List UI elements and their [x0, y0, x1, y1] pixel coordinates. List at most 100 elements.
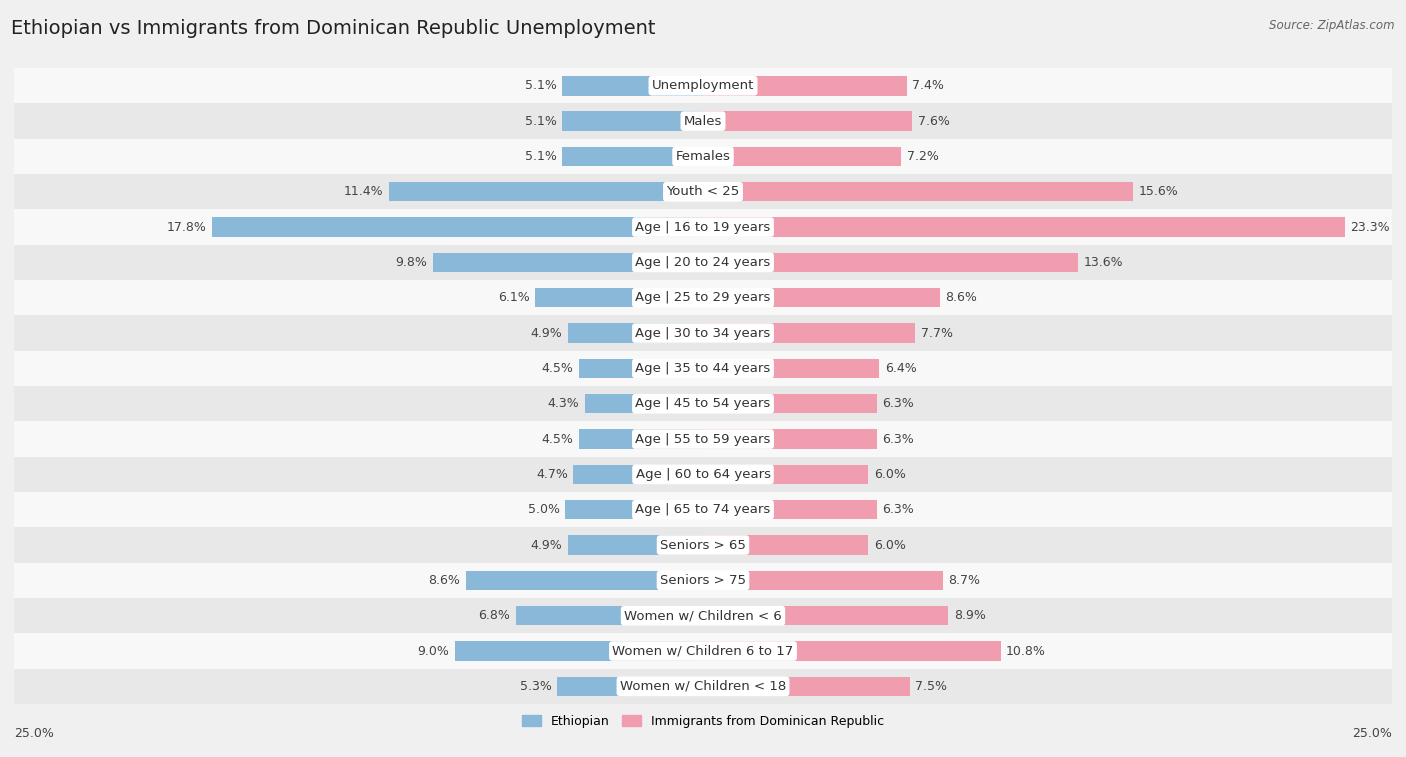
- Bar: [703, 217, 1346, 237]
- Text: 9.0%: 9.0%: [418, 644, 450, 658]
- Text: 15.6%: 15.6%: [1139, 185, 1178, 198]
- Bar: [516, 606, 703, 625]
- Bar: [14, 210, 1392, 245]
- Text: 8.6%: 8.6%: [429, 574, 461, 587]
- Bar: [585, 394, 703, 413]
- Text: 4.3%: 4.3%: [547, 397, 579, 410]
- Bar: [14, 492, 1392, 528]
- Text: 25.0%: 25.0%: [14, 727, 53, 740]
- Text: 8.9%: 8.9%: [953, 609, 986, 622]
- Text: Source: ZipAtlas.com: Source: ZipAtlas.com: [1270, 19, 1395, 32]
- Bar: [703, 253, 1078, 272]
- Bar: [562, 147, 703, 166]
- Text: 6.8%: 6.8%: [478, 609, 510, 622]
- Text: Males: Males: [683, 114, 723, 128]
- Text: 10.8%: 10.8%: [1007, 644, 1046, 658]
- Text: Seniors > 65: Seniors > 65: [659, 538, 747, 552]
- Bar: [14, 598, 1392, 634]
- Bar: [703, 76, 907, 95]
- Text: 6.3%: 6.3%: [882, 503, 914, 516]
- Text: 25.0%: 25.0%: [1353, 727, 1392, 740]
- Bar: [565, 500, 703, 519]
- Bar: [557, 677, 703, 696]
- Text: 5.3%: 5.3%: [520, 680, 551, 693]
- Bar: [14, 668, 1392, 704]
- Text: Seniors > 75: Seniors > 75: [659, 574, 747, 587]
- Text: 6.0%: 6.0%: [875, 468, 905, 481]
- Text: Females: Females: [675, 150, 731, 163]
- Text: 4.9%: 4.9%: [530, 326, 562, 340]
- Text: 7.7%: 7.7%: [921, 326, 953, 340]
- Bar: [703, 394, 876, 413]
- Bar: [703, 677, 910, 696]
- Bar: [534, 288, 703, 307]
- Bar: [14, 562, 1392, 598]
- Text: 7.6%: 7.6%: [918, 114, 950, 128]
- Text: 23.3%: 23.3%: [1351, 220, 1391, 234]
- Bar: [703, 147, 901, 166]
- Bar: [14, 422, 1392, 456]
- Text: Age | 55 to 59 years: Age | 55 to 59 years: [636, 432, 770, 446]
- Bar: [14, 634, 1392, 668]
- Bar: [14, 280, 1392, 316]
- Text: 6.1%: 6.1%: [498, 291, 530, 304]
- Text: 4.5%: 4.5%: [541, 432, 574, 446]
- Text: Women w/ Children < 18: Women w/ Children < 18: [620, 680, 786, 693]
- Text: 11.4%: 11.4%: [343, 185, 384, 198]
- Bar: [14, 245, 1392, 280]
- Bar: [14, 68, 1392, 104]
- Bar: [568, 323, 703, 343]
- Bar: [212, 217, 703, 237]
- Bar: [703, 500, 876, 519]
- Bar: [14, 350, 1392, 386]
- Text: Age | 35 to 44 years: Age | 35 to 44 years: [636, 362, 770, 375]
- Text: Youth < 25: Youth < 25: [666, 185, 740, 198]
- Text: 4.7%: 4.7%: [536, 468, 568, 481]
- Bar: [456, 641, 703, 661]
- Bar: [14, 174, 1392, 210]
- Bar: [703, 182, 1133, 201]
- Text: Age | 20 to 24 years: Age | 20 to 24 years: [636, 256, 770, 269]
- Text: 7.4%: 7.4%: [912, 79, 945, 92]
- Bar: [562, 111, 703, 131]
- Text: Age | 60 to 64 years: Age | 60 to 64 years: [636, 468, 770, 481]
- Bar: [14, 528, 1392, 562]
- Bar: [703, 641, 1001, 661]
- Text: 7.5%: 7.5%: [915, 680, 948, 693]
- Bar: [703, 465, 869, 484]
- Bar: [465, 571, 703, 590]
- Legend: Ethiopian, Immigrants from Dominican Republic: Ethiopian, Immigrants from Dominican Rep…: [517, 710, 889, 733]
- Bar: [568, 535, 703, 555]
- Bar: [703, 571, 943, 590]
- Text: 8.6%: 8.6%: [945, 291, 977, 304]
- Text: Age | 65 to 74 years: Age | 65 to 74 years: [636, 503, 770, 516]
- Bar: [14, 316, 1392, 350]
- Text: 7.2%: 7.2%: [907, 150, 939, 163]
- Bar: [579, 429, 703, 449]
- Text: 9.8%: 9.8%: [395, 256, 427, 269]
- Bar: [579, 359, 703, 378]
- Text: 5.0%: 5.0%: [527, 503, 560, 516]
- Bar: [14, 139, 1392, 174]
- Bar: [574, 465, 703, 484]
- Bar: [14, 386, 1392, 422]
- Text: 6.3%: 6.3%: [882, 432, 914, 446]
- Text: 6.0%: 6.0%: [875, 538, 905, 552]
- Text: 4.9%: 4.9%: [530, 538, 562, 552]
- Text: Unemployment: Unemployment: [652, 79, 754, 92]
- Text: Age | 16 to 19 years: Age | 16 to 19 years: [636, 220, 770, 234]
- Bar: [703, 323, 915, 343]
- Text: Age | 30 to 34 years: Age | 30 to 34 years: [636, 326, 770, 340]
- Text: Age | 25 to 29 years: Age | 25 to 29 years: [636, 291, 770, 304]
- Text: 8.7%: 8.7%: [948, 574, 980, 587]
- Bar: [14, 456, 1392, 492]
- Bar: [703, 111, 912, 131]
- Text: Ethiopian vs Immigrants from Dominican Republic Unemployment: Ethiopian vs Immigrants from Dominican R…: [11, 19, 655, 38]
- Text: 13.6%: 13.6%: [1083, 256, 1123, 269]
- Text: 4.5%: 4.5%: [541, 362, 574, 375]
- Bar: [562, 76, 703, 95]
- Text: 17.8%: 17.8%: [167, 220, 207, 234]
- Bar: [703, 535, 869, 555]
- Text: 6.3%: 6.3%: [882, 397, 914, 410]
- Bar: [14, 104, 1392, 139]
